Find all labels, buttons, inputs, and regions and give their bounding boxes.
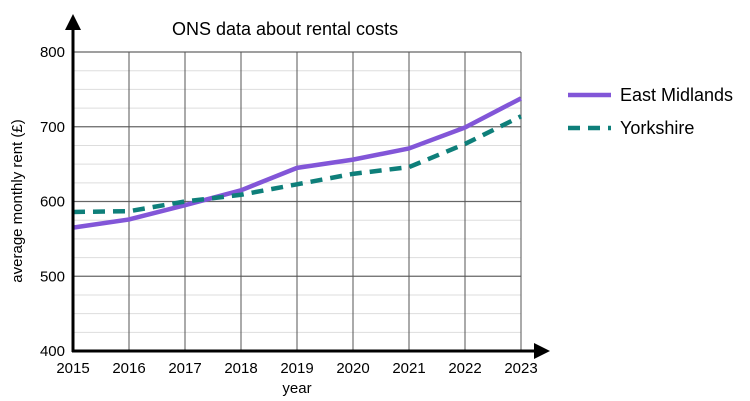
x-axis-arrow-icon: [534, 343, 550, 359]
x-axis-label: year: [282, 380, 311, 397]
y-axis-label: average monthly rent (£): [9, 119, 26, 282]
legend: East Midlands Yorkshire: [568, 85, 733, 138]
axes: [65, 14, 550, 359]
series-line-yorkshire: [72, 114, 522, 215]
x-tick-label: 2022: [448, 360, 481, 377]
x-tick-label: 2018: [224, 360, 257, 377]
y-tick-label: 500: [40, 268, 65, 285]
series-line-east-midlands: [72, 96, 523, 230]
y-tick-label: 700: [40, 119, 65, 136]
legend-label: Yorkshire: [620, 118, 694, 138]
y-tick-label: 600: [40, 194, 65, 211]
x-tick-label: 2019: [280, 360, 313, 377]
tick-labels: 400 500 600 700 800 2015 2016 2017 2018 2019 2020 2…: [40, 44, 538, 377]
y-tick-label: 800: [40, 44, 65, 61]
x-tick-label: 2023: [504, 360, 537, 377]
grid: [72, 51, 522, 352]
y-tick-label: 400: [40, 343, 65, 360]
x-tick-label: 2017: [168, 360, 201, 377]
series-group: [72, 96, 523, 230]
legend-label: East Midlands: [620, 85, 733, 105]
chart-title: ONS data about rental costs: [172, 19, 398, 39]
x-tick-label: 2016: [112, 360, 145, 377]
y-axis-arrow-icon: [65, 14, 81, 30]
x-tick-label: 2015: [56, 360, 89, 377]
x-tick-label: 2021: [392, 360, 425, 377]
x-tick-label: 2020: [336, 360, 369, 377]
